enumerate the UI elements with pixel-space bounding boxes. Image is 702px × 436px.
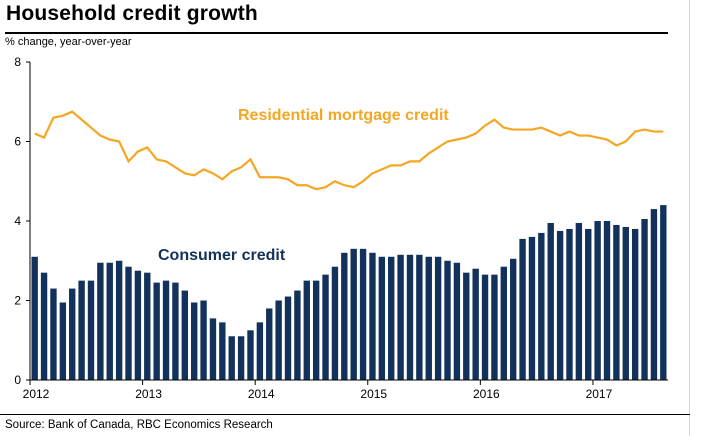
y-tick-label: 2	[14, 294, 21, 308]
consumer-credit-bar	[106, 262, 113, 380]
consumer-credit-bar	[87, 280, 95, 381]
consumer-credit-bar	[200, 300, 207, 380]
consumer-credit-bar	[406, 254, 414, 380]
consumer-credit-bar	[144, 272, 151, 380]
consumer-credit-bar	[641, 219, 648, 380]
consumer-credit-bar	[556, 230, 564, 380]
consumer-credit-bar	[115, 260, 123, 380]
x-tick-label: 2017	[586, 387, 613, 401]
consumer-credit-bar	[78, 280, 85, 381]
consumer-credit-bar	[50, 288, 57, 380]
consumer-credit-bar	[341, 252, 348, 380]
consumer-credit-bar	[547, 222, 554, 380]
title-rule	[5, 32, 668, 34]
consumer-credit-bar	[303, 280, 310, 381]
consumer-credit-bar	[491, 274, 498, 380]
x-tick-label: 2014	[248, 387, 275, 401]
consumer-credit-bars	[31, 205, 667, 381]
consumer-credit-bar	[566, 228, 573, 380]
consumer-credit-bar	[510, 258, 517, 380]
y-tick-label: 0	[14, 373, 21, 387]
y-tick-label: 4	[14, 214, 21, 228]
consumer-credit-bar	[575, 222, 583, 380]
consumer-credit-bar	[228, 336, 235, 380]
consumer-credit-bar	[172, 282, 179, 380]
consumer-credit-bar	[528, 236, 536, 380]
bottom-rule	[0, 414, 690, 415]
consumer-credit-bar	[463, 272, 470, 380]
x-tick-label: 2013	[135, 387, 162, 401]
consumer-credit-bar	[378, 256, 386, 380]
consumer-credit-bar	[191, 302, 198, 380]
consumer-credit-bar	[500, 266, 507, 380]
consumer-credit-bar	[125, 266, 132, 380]
consumer-credit-bar	[434, 256, 442, 380]
consumer-credit-bar	[40, 272, 48, 380]
consumer-credit-bar	[284, 296, 292, 380]
consumer-credit-bar	[369, 252, 376, 380]
consumer-credit-bar	[613, 224, 620, 380]
consumer-credit-bar	[397, 254, 404, 380]
consumer-credit-bar	[134, 270, 142, 380]
consumer-credit-bar	[472, 268, 479, 380]
y-tick-label: 6	[14, 135, 21, 149]
consumer-credit-bar	[453, 262, 461, 380]
consumer-credit-bar	[650, 209, 658, 380]
consumer-credit-bar	[425, 256, 432, 380]
consumer-credit-bar	[519, 238, 526, 380]
axes	[26, 61, 668, 385]
right-border	[689, 0, 690, 436]
series-label-residential-mortgage: Residential mortgage credit	[238, 107, 449, 124]
consumer-credit-bar	[219, 322, 226, 380]
chart-title: Household credit growth	[6, 2, 258, 25]
consumer-credit-bar	[97, 262, 104, 380]
y-tick-labels: 0 2 4 6 8	[14, 55, 21, 387]
consumer-credit-bar	[237, 336, 245, 380]
consumer-credit-bar	[275, 300, 282, 380]
consumer-credit-bar	[247, 330, 254, 380]
consumer-credit-bar	[594, 221, 601, 380]
consumer-credit-bar	[416, 254, 423, 380]
consumer-credit-bar	[444, 260, 451, 380]
x-tick-labels: 2012 2013 2014 2015 2016 2017	[23, 387, 613, 401]
consumer-credit-bar	[603, 221, 611, 380]
consumer-credit-bar	[256, 322, 264, 380]
consumer-credit-bar	[294, 290, 301, 380]
consumer-credit-bar	[660, 205, 667, 380]
consumer-credit-bar	[538, 232, 545, 380]
x-tick-label: 2015	[360, 387, 387, 401]
consumer-credit-bar	[350, 248, 357, 380]
y-tick-label: 8	[14, 55, 21, 69]
consumer-credit-bar	[153, 282, 160, 380]
consumer-credit-bar	[31, 256, 38, 380]
x-tick-label: 2016	[473, 387, 500, 401]
consumer-credit-bar	[388, 256, 395, 380]
consumer-credit-bar	[162, 280, 170, 381]
consumer-credit-bar	[209, 318, 217, 380]
consumer-credit-bar	[331, 266, 339, 380]
consumer-credit-bar	[585, 228, 592, 380]
consumer-credit-bar	[631, 228, 639, 380]
consumer-credit-bar	[312, 280, 320, 381]
consumer-credit-bar	[181, 290, 188, 380]
consumer-credit-bar	[69, 288, 76, 380]
y-axis-label: % change, year-over-year	[5, 36, 132, 48]
consumer-credit-bar	[266, 308, 273, 380]
consumer-credit-bar	[622, 226, 629, 380]
source-note: Source: Bank of Canada, RBC Economics Re…	[5, 419, 273, 431]
consumer-credit-bar	[359, 248, 367, 380]
consumer-credit-bar	[322, 274, 329, 380]
residential-mortgage-line	[34, 110, 664, 191]
consumer-credit-bar	[59, 302, 67, 380]
series-label-consumer-credit: Consumer credit	[158, 247, 286, 264]
consumer-credit-bar	[481, 274, 489, 380]
x-tick-label: 2012	[23, 387, 50, 401]
